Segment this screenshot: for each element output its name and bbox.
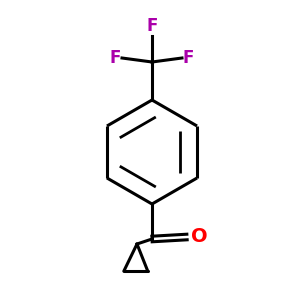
Text: F: F — [146, 17, 158, 35]
Text: F: F — [110, 49, 121, 67]
Text: F: F — [183, 49, 194, 67]
Text: O: O — [191, 227, 208, 247]
